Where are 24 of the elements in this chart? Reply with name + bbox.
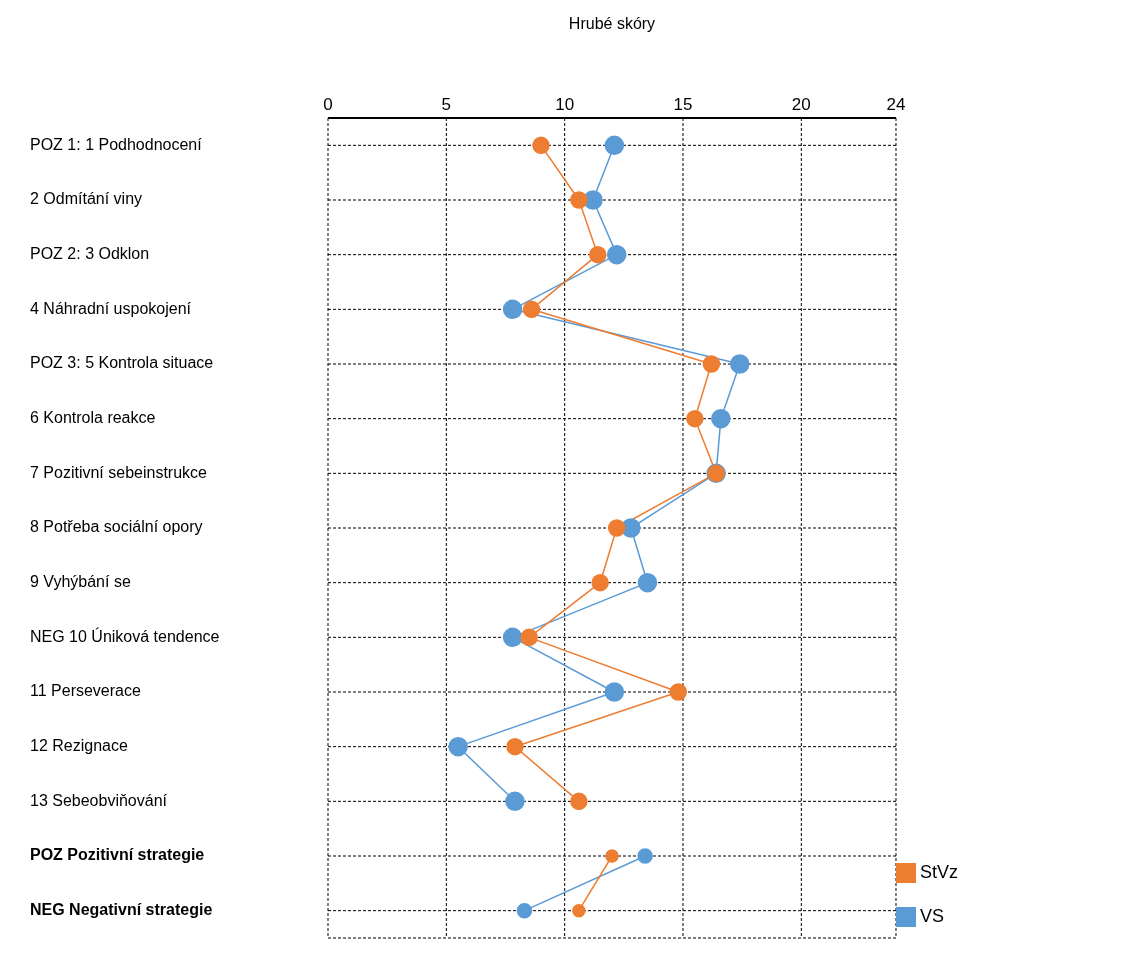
x-axis-title: Hrubé skóry [568, 15, 656, 33]
x-tick-label: 24 [886, 95, 906, 114]
x-tick-label: 0 [323, 95, 333, 114]
y-tick-label: NEG 10 Úniková tendence [30, 626, 220, 645]
y-tick-label: POZ 3: 5 Kontrola situace [30, 354, 214, 372]
y-tick-label: 7 Pozitivní sebeinstrukce [30, 463, 208, 481]
x-tick-label: 20 [791, 95, 811, 114]
y-tick-label: 6 Kontrola reakce [30, 408, 156, 426]
y-tick-label: 2 Odmítání viny [30, 190, 143, 208]
y-tick-label: NEG Negativní strategie [30, 900, 213, 918]
y-tick-label: 11 Perseverace [30, 682, 141, 700]
x-tick-label: 15 [673, 95, 693, 114]
y-tick-label: 4 Náhradní uspokojení [30, 299, 192, 317]
legend-label: VS [919, 906, 944, 926]
y-tick-label: POZ 1: 1 Podhodnocení [30, 135, 203, 153]
y-tick-label: 8 Potřeba sociální opory [30, 518, 203, 536]
y-tick-label: POZ Pozitivní strategie [30, 846, 205, 864]
y-tick-label: POZ 2: 3 Odklon [30, 244, 150, 262]
y-tick-label: 9 Vyhýbání se [30, 572, 131, 590]
legend-label: StVz [919, 862, 958, 882]
x-tick-label: 5 [441, 95, 452, 114]
x-tick-label: 10 [555, 95, 575, 114]
y-tick-label: 13 Sebeobviňování [30, 791, 168, 809]
y-tick-label: 12 Rezignace [30, 736, 128, 754]
